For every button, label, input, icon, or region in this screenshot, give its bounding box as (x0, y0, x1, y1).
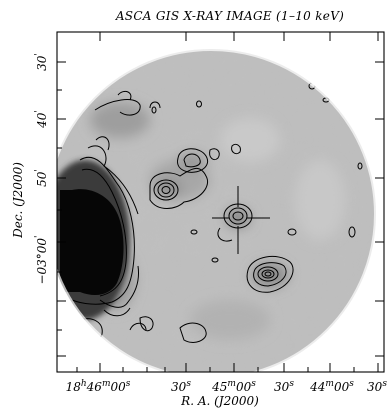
xray-image (57, 45, 380, 372)
bright-source-contours (71, 90, 154, 341)
y-tick-labels: 30' 40' 50' −03°00' (34, 53, 49, 284)
x-tick-label: 45m00s (211, 379, 256, 394)
y-tick-label: 30' (34, 53, 49, 71)
diffuse-emission (90, 102, 345, 340)
cross-marker (212, 186, 270, 254)
x-tick-label: 30s (274, 379, 294, 394)
source-a-contours (149, 168, 208, 209)
bright-source-core (60, 189, 124, 295)
source-d-contours (246, 255, 294, 293)
y-tick-label: 40' (34, 110, 49, 129)
y-tick-label: 50' (34, 169, 49, 187)
y-ticks (57, 61, 384, 357)
x-tick-label: 30s (367, 379, 387, 394)
y-tick-label: −03°00' (34, 235, 49, 284)
plot-frame (56, 31, 385, 373)
x-tick-label: 30s (171, 379, 191, 394)
x-axis-label: R. A. (J2000) (180, 394, 259, 408)
x-tick-labels: 18h46m00s 30s 45m00s 30s 44m00s 30s (66, 379, 388, 394)
x-tick-label: 44m00s (309, 379, 354, 394)
y-axis-label: Dec. (J2000) (11, 162, 25, 239)
source-b-contours (177, 143, 241, 173)
x-ticks (76, 32, 379, 372)
figure-title: ASCA GIS X-RAY IMAGE (1–10 keV) (115, 9, 344, 23)
x-tick-label: 18h46m00s (66, 379, 131, 394)
fov-edge (57, 45, 380, 372)
small-contours (129, 82, 363, 343)
